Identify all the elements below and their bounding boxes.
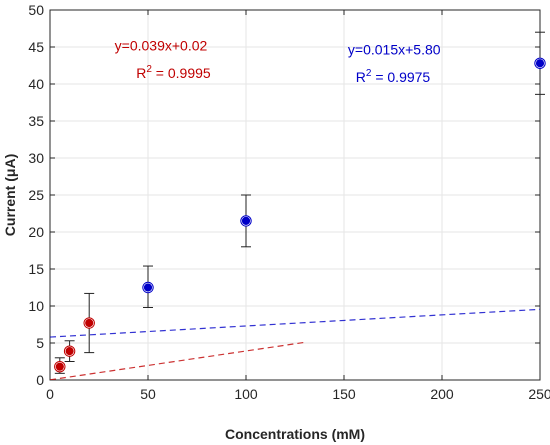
- y-tick-label: 10: [28, 298, 44, 314]
- annotation-label: y=0.039x+0.02: [115, 38, 208, 54]
- data-point: [84, 318, 95, 328]
- data-point-ring: [83, 317, 95, 329]
- x-tick-label: 250: [528, 386, 550, 402]
- x-tick-label: 200: [430, 386, 454, 402]
- x-tick-label: 150: [332, 386, 356, 402]
- data-point: [54, 361, 65, 372]
- axes: 0 50 100 150 200 250 0 5 10 15 20 25 30 35 40 45 50: [28, 2, 550, 402]
- y-tick-label: 0: [36, 372, 44, 388]
- y-axis-label: Current (μA): [2, 154, 18, 236]
- data-point-ring: [240, 215, 252, 227]
- y-tick-label: 35: [28, 113, 44, 129]
- y-tick-label: 15: [28, 261, 44, 277]
- x-tick-label: 0: [46, 386, 54, 402]
- x-axis-label: Concentrations (mM): [225, 426, 365, 442]
- data-point: [241, 215, 251, 226]
- data-point: [143, 282, 153, 293]
- data-point-ring: [63, 345, 76, 357]
- data-point: [64, 346, 75, 357]
- fit-line-0: [50, 341, 305, 380]
- data-point-ring: [54, 360, 66, 373]
- data-point-ring: [534, 57, 546, 69]
- annotation-label: R2 = 0.9975: [356, 68, 431, 85]
- data-points: [54, 57, 546, 373]
- y-tick-label: 20: [28, 224, 44, 240]
- y-tick-label: 50: [28, 2, 44, 18]
- y-tick-label: 45: [28, 39, 44, 55]
- y-tick-label: 30: [28, 150, 44, 166]
- annotations: y=0.039x+0.02 R2 = 0.9995 y=0.015x+5.80 R2 …: [115, 38, 441, 85]
- fit-line-1: [50, 308, 540, 338]
- x-tick-label: 100: [234, 386, 258, 402]
- annotation-label: R2 = 0.9995: [136, 64, 211, 81]
- y-tick-label: 5: [36, 335, 44, 351]
- y-tick-label: 40: [28, 76, 44, 92]
- annotation-label: y=0.015x+5.80: [348, 41, 441, 57]
- fit-lines: [50, 308, 540, 380]
- x-tick-label: 50: [140, 386, 156, 402]
- data-point-ring: [142, 281, 154, 294]
- y-tick-label: 25: [28, 187, 44, 203]
- data-point: [535, 58, 545, 69]
